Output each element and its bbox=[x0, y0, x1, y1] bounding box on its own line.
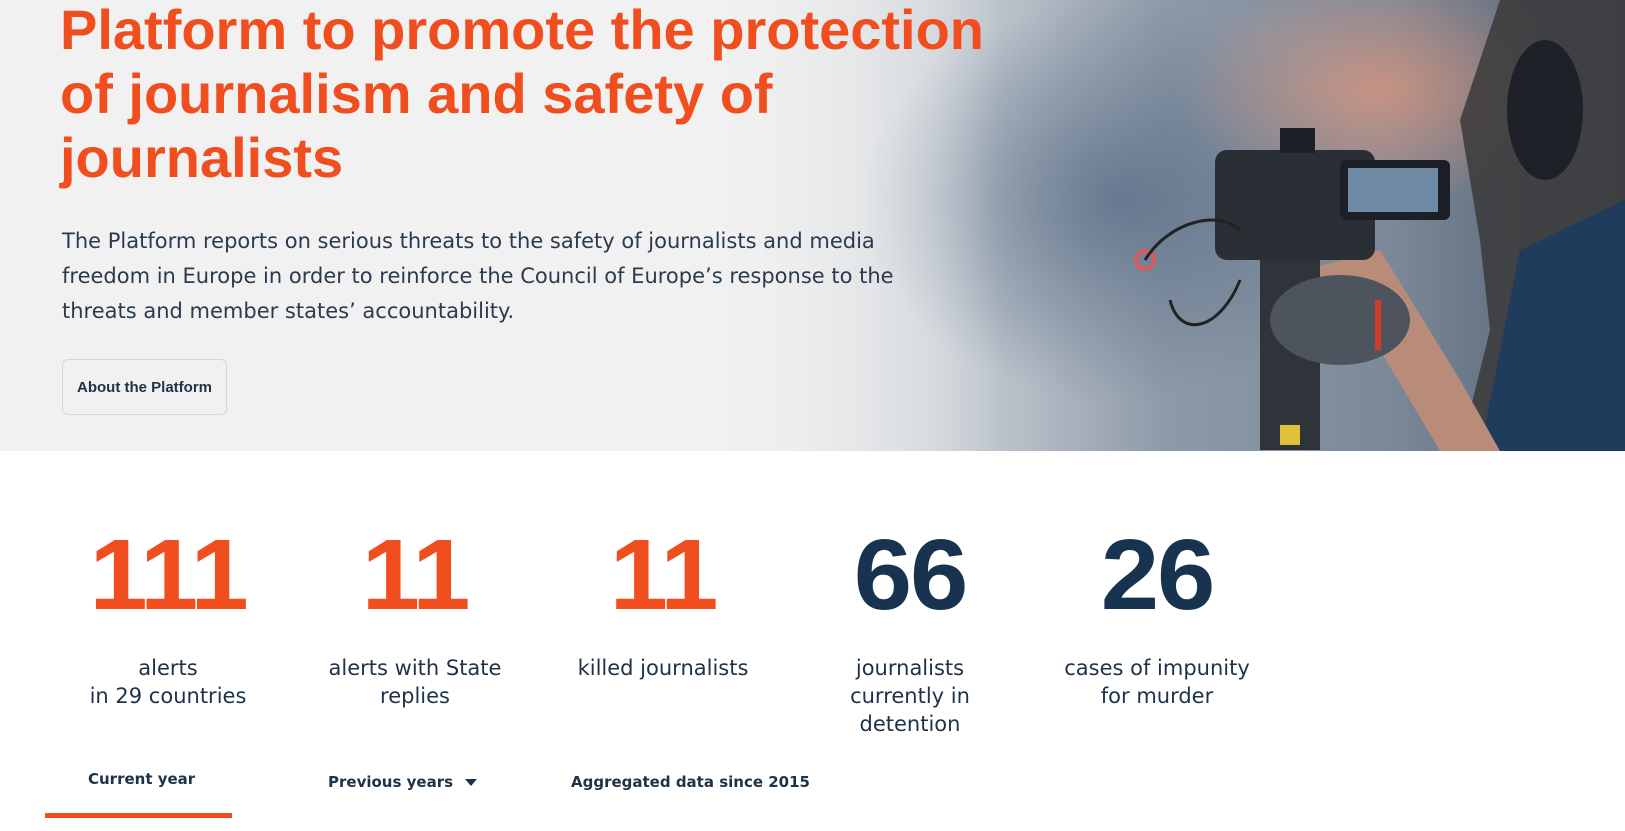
stat-value: 66 bbox=[853, 519, 969, 631]
stat-state-replies: 11 alerts with State replies bbox=[295, 520, 535, 710]
tab-previous-years[interactable]: Previous years bbox=[328, 773, 478, 791]
active-tab-indicator bbox=[45, 813, 232, 818]
stat-label: killed journalists bbox=[577, 656, 749, 680]
tab-aggregated-data[interactable]: Aggregated data since 2015 bbox=[571, 773, 810, 791]
hero-banner: Platform to promote the protection of jo… bbox=[0, 0, 1625, 451]
stat-alerts: 111 alerts in 29 countries bbox=[48, 520, 288, 710]
stat-label: alerts with State replies bbox=[328, 656, 502, 708]
stat-impunity: 26 cases of impunity for murder bbox=[1037, 520, 1277, 710]
stat-value: 11 bbox=[361, 519, 471, 631]
hero-description: The Platform reports on serious threats … bbox=[62, 229, 894, 323]
stat-value: 111 bbox=[89, 519, 248, 631]
stat-value: 26 bbox=[1100, 519, 1216, 631]
about-platform-button[interactable]: About the Platform bbox=[62, 359, 227, 415]
stat-label: cases of impunity for murder bbox=[1064, 656, 1250, 708]
stat-detention: 66 journalists currently in detention bbox=[790, 520, 1030, 738]
stat-killed: 11 killed journalists bbox=[543, 520, 783, 682]
caret-down-icon bbox=[465, 779, 478, 786]
tab-current-year[interactable]: Current year bbox=[88, 770, 196, 788]
page-title: Platform to promote the protection of jo… bbox=[60, 0, 984, 189]
stat-label: journalists currently in detention bbox=[850, 656, 970, 736]
stat-value: 11 bbox=[609, 519, 719, 631]
stat-label: alerts in 29 countries bbox=[89, 656, 247, 708]
